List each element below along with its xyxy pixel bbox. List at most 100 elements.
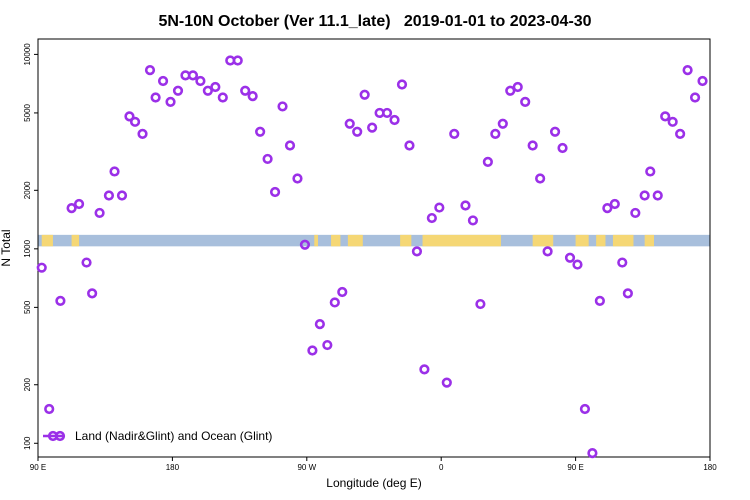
data-point [482,156,493,167]
data-point [344,118,355,129]
land-patch [331,234,341,247]
legend: Land (Nadir&Glint) and Ocean (Glint) [43,429,272,443]
data-point [467,215,479,226]
data-point [247,91,258,102]
data-point [322,339,333,351]
land-patch [400,234,412,247]
data-point [352,126,363,137]
y-axis: 100 200 500 1000 2000 5000 10000 [23,43,38,450]
x-tick-label: 180 [703,463,717,472]
data-point [232,55,243,66]
data-point [404,140,415,151]
data-point [697,75,708,87]
data-point [622,288,633,299]
data-point [73,198,85,210]
data-point [512,81,523,93]
data-point [609,198,620,210]
y-tick-label: 10000 [23,43,32,66]
chart-title: 5N-10N October (Ver 11.1_late) 2019-01-0… [158,13,591,30]
data-point [187,70,199,81]
data-point [81,257,92,268]
data-point [535,173,546,184]
data-point [195,75,206,87]
x-axis: 90 E 180 90 W 0 90 E 180 [30,457,717,472]
data-point [165,96,176,107]
data-point [172,85,184,96]
data-point [55,295,66,306]
data-point [594,295,605,306]
data-point [87,288,98,299]
data-point [307,345,318,356]
data-point [94,207,105,219]
y-tick-label: 5000 [23,103,32,121]
data-point [639,190,650,201]
data-point [572,259,583,270]
y-tick-label: 100 [23,436,32,450]
data-point [617,257,628,268]
data-point [144,65,156,76]
land-patch [41,234,53,247]
data-point [150,92,161,103]
land-patch [644,234,654,247]
data-point [217,92,228,103]
data-point [103,190,115,201]
data-point [329,297,340,308]
data-point [124,111,135,122]
data-point [277,101,288,112]
y-axis-label: N Total [0,229,13,266]
ocean-band [38,234,710,247]
data-point [337,286,348,298]
y-tick-label: 200 [23,378,32,392]
data-point [314,319,325,330]
data-point [202,85,213,96]
data-point [587,448,598,459]
x-tick-label: 180 [166,463,180,472]
plot-frame [37,38,711,458]
data-point [497,118,508,129]
data-point [689,92,701,103]
data-point [675,128,686,140]
x-tick-label: 0 [439,463,444,472]
data-point [460,200,471,211]
x-tick-label: 90 E [567,463,583,472]
data-point [44,403,55,415]
data-point [602,202,613,214]
data-point [359,89,370,100]
data-point [630,207,641,219]
data-point [157,75,169,87]
data-point [549,126,561,137]
data-point [255,126,266,137]
data-point [449,128,460,140]
data-point [262,153,273,165]
data-point [109,166,120,177]
data-point [557,142,568,154]
data-point [210,81,221,93]
data-point [667,116,678,127]
data-point [441,377,452,388]
data-point [475,298,486,310]
legend-label: Land (Nadir&Glint) and Ocean (Glint) [75,429,272,443]
land-patch [575,234,589,247]
data-point [269,186,281,198]
data-point [520,96,531,107]
x-tick-label: 90 W [297,463,316,472]
data-point [299,239,311,250]
x-axis-label: Longitude (deg E) [326,476,421,490]
data-point [542,246,553,257]
land-patch [347,234,363,247]
data-point [389,114,400,126]
data-point [660,111,671,122]
data-point [682,65,693,76]
data-point [240,85,251,96]
legend-marker [54,430,66,442]
data-point [367,122,378,133]
data-point [579,403,591,415]
data-point [292,173,303,184]
data-point [129,116,141,127]
data-point [645,166,656,177]
data-point [426,212,437,224]
y-tick-label: 500 [23,300,32,314]
data-point [137,128,148,140]
land-patch [314,234,318,247]
